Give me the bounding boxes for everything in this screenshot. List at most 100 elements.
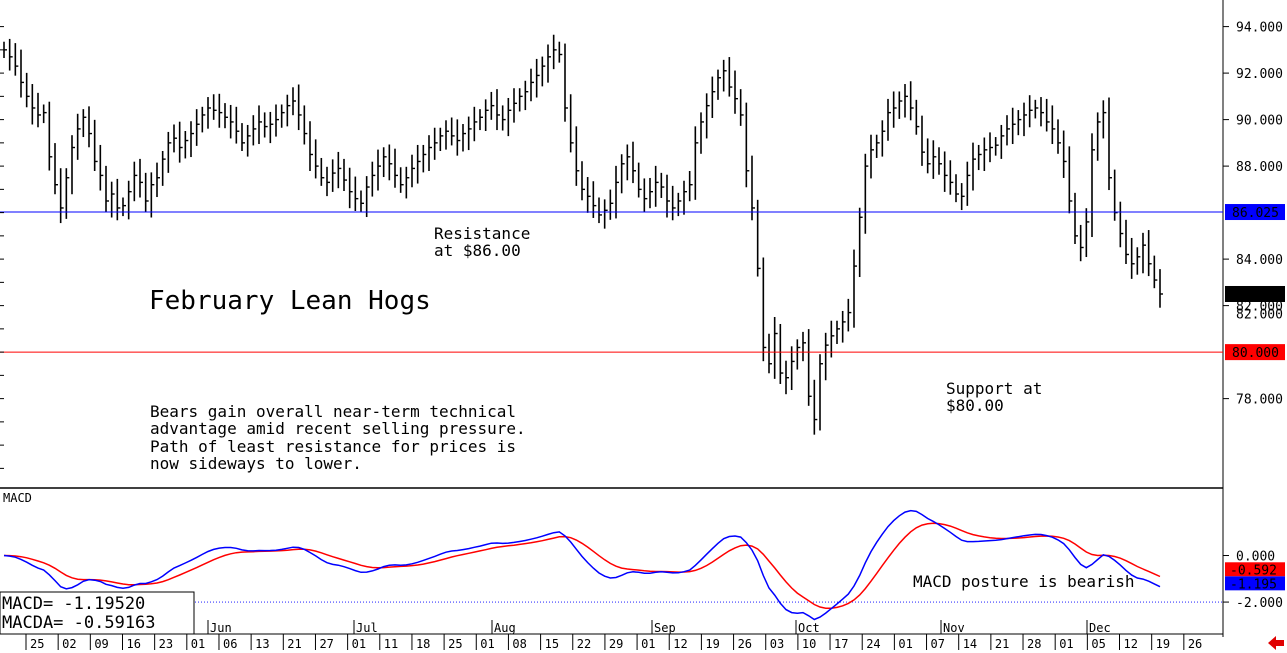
- date-axis: 25 02 09 16 23 01 06 13 21 27 01 11 18 25 01 08 15 22 29 01…: [25, 620, 1202, 651]
- price-bar: [456, 119, 461, 156]
- price-bar: [768, 333, 772, 374]
- date-tick-label: 18: [416, 637, 430, 651]
- price-bar: [320, 157, 325, 186]
- price-bar: [201, 106, 206, 133]
- month-label: Jul: [356, 621, 378, 635]
- month-label: Jun: [210, 621, 232, 635]
- date-tick-label: 08: [512, 637, 526, 651]
- date-tick-label: 21: [995, 637, 1009, 651]
- price-bar: [484, 99, 489, 131]
- price-bar: [864, 153, 869, 234]
- price-bar: [25, 72, 30, 108]
- date-tick-label: 14: [963, 637, 977, 651]
- price-bar: [371, 161, 376, 197]
- price-bar: [654, 165, 659, 207]
- price-bar: [382, 147, 387, 178]
- date-tick-label: 27: [319, 637, 333, 651]
- price-bar: [59, 168, 64, 224]
- macd-readout: MACD= -1.19520 MACDA= -0.59163: [0, 591, 195, 635]
- price-bar: [252, 115, 257, 146]
- price-bar: [1142, 232, 1146, 274]
- svg-text:80.000: 80.000: [1232, 346, 1279, 361]
- price-bar: [705, 93, 710, 139]
- price-bar: [76, 113, 81, 160]
- price-bar: [1062, 130, 1067, 178]
- svg-text:86.025: 86.025: [1232, 206, 1279, 221]
- date-tick-label: 09: [94, 637, 108, 651]
- price-bar: [1079, 224, 1084, 262]
- last-price-badge: 82.500: [1225, 285, 1285, 303]
- price-bars: [3, 34, 1163, 435]
- price-bar: [224, 103, 228, 129]
- month-label: Oct: [798, 621, 820, 635]
- price-bar: [870, 134, 874, 179]
- price-tick-label: 84.000: [1236, 253, 1283, 268]
- date-tick-label: 25: [30, 637, 44, 651]
- price-bar: [479, 109, 483, 131]
- price-bar: [343, 158, 347, 191]
- price-bar: [558, 41, 563, 63]
- price-bar: [127, 180, 132, 220]
- price-bar: [501, 105, 506, 131]
- price-bar: [65, 168, 70, 219]
- date-tick-label: 22: [577, 637, 591, 651]
- price-bar: [14, 43, 19, 76]
- price-bar: [122, 197, 126, 217]
- date-tick-label: 21: [287, 637, 301, 651]
- price-bar: [700, 112, 704, 154]
- date-tick-label: 12: [673, 637, 687, 651]
- price-bar: [82, 109, 87, 138]
- price-bar: [331, 159, 336, 192]
- month-label: Sep: [654, 621, 676, 635]
- price-bar: [133, 161, 138, 202]
- price-bar: [898, 91, 903, 119]
- price-bar: [541, 56, 546, 87]
- price-bar: [575, 126, 580, 186]
- price-bar: [1136, 247, 1141, 275]
- price-bar: [773, 317, 778, 379]
- price-bar: [921, 115, 925, 166]
- price-bar: [1147, 230, 1152, 277]
- price-bar: [688, 170, 693, 202]
- price-bar: [853, 249, 857, 328]
- price-bar: [246, 124, 251, 157]
- price-bar: [1057, 119, 1061, 154]
- price-bar: [218, 93, 223, 128]
- price-bar: [926, 138, 931, 174]
- price-bar: [904, 84, 908, 118]
- price-bar: [892, 91, 897, 128]
- price-bar: [445, 120, 449, 150]
- price-bar: [1130, 237, 1135, 279]
- month-label: Aug: [494, 621, 516, 635]
- month-label: Nov: [943, 621, 965, 635]
- price-bar: [105, 165, 109, 212]
- price-bar: [1091, 133, 1095, 238]
- price-bar: [807, 329, 812, 406]
- price-bar: [762, 257, 767, 362]
- price-bar: [915, 99, 920, 135]
- price-bar: [535, 58, 540, 98]
- price-bar: [190, 121, 194, 158]
- price-bar: [671, 185, 676, 221]
- price-bar: [1034, 99, 1039, 119]
- price-bar: [144, 172, 149, 212]
- price-bar: [167, 131, 172, 173]
- price-bar: [802, 331, 806, 362]
- price-bar: [99, 144, 104, 191]
- price-bar: [269, 111, 274, 144]
- price-bar: [994, 137, 999, 156]
- price-bar: [1023, 102, 1027, 137]
- date-tick-label: 01: [641, 637, 655, 651]
- price-bar: [286, 94, 291, 127]
- price-bar: [394, 148, 398, 188]
- price-bar: [280, 104, 285, 128]
- price-bar: [881, 120, 886, 157]
- price-bar: [779, 323, 784, 384]
- scroll-left-arrow-icon[interactable]: [1268, 636, 1284, 650]
- price-bar: [1108, 97, 1112, 191]
- price-bar: [173, 124, 177, 153]
- price-bar: [337, 151, 342, 189]
- price-bar: [275, 104, 279, 137]
- price-bar: [615, 165, 619, 219]
- price-bar: [388, 144, 393, 181]
